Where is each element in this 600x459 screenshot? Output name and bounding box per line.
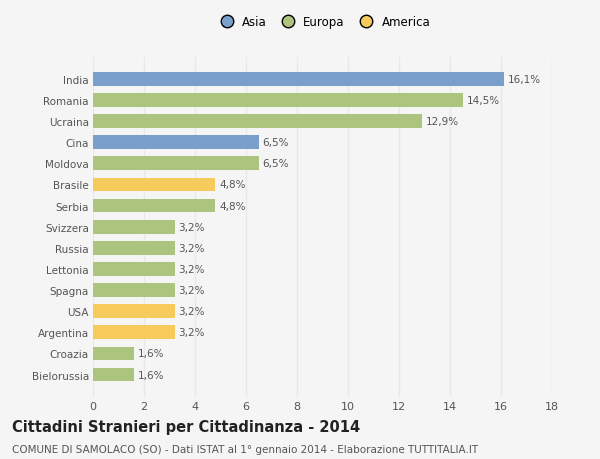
Text: 3,2%: 3,2% (178, 285, 205, 296)
Text: 3,2%: 3,2% (178, 307, 205, 317)
Text: 4,8%: 4,8% (219, 180, 246, 190)
Bar (93, 73, 503, 86)
Text: 3,2%: 3,2% (178, 328, 205, 337)
Text: 16,1%: 16,1% (508, 75, 541, 84)
Bar (93, 115, 422, 129)
Bar (93, 199, 215, 213)
Text: 4,8%: 4,8% (219, 201, 246, 211)
Text: Cittadini Stranieri per Cittadinanza - 2014: Cittadini Stranieri per Cittadinanza - 2… (12, 419, 360, 434)
Bar (93, 220, 175, 234)
Text: 3,2%: 3,2% (178, 243, 205, 253)
Bar (93, 305, 175, 319)
Bar (93, 263, 175, 276)
Text: 3,2%: 3,2% (178, 222, 205, 232)
Bar (93, 326, 175, 340)
Bar (93, 241, 175, 255)
Text: 1,6%: 1,6% (137, 370, 164, 380)
Bar (93, 136, 259, 150)
Text: 12,9%: 12,9% (426, 117, 459, 127)
Text: 6,5%: 6,5% (263, 159, 289, 169)
Bar (93, 347, 134, 360)
Bar (93, 368, 134, 381)
Text: COMUNE DI SAMOLACO (SO) - Dati ISTAT al 1° gennaio 2014 - Elaborazione TUTTITALI: COMUNE DI SAMOLACO (SO) - Dati ISTAT al … (12, 444, 478, 454)
Text: 3,2%: 3,2% (178, 264, 205, 274)
Text: 14,5%: 14,5% (467, 96, 500, 106)
Text: 6,5%: 6,5% (263, 138, 289, 148)
Bar (93, 157, 259, 171)
Bar (93, 178, 215, 192)
Text: 1,6%: 1,6% (137, 349, 164, 358)
Legend: Asia, Europa, America: Asia, Europa, America (215, 16, 430, 28)
Bar (93, 94, 463, 107)
Bar (93, 284, 175, 297)
